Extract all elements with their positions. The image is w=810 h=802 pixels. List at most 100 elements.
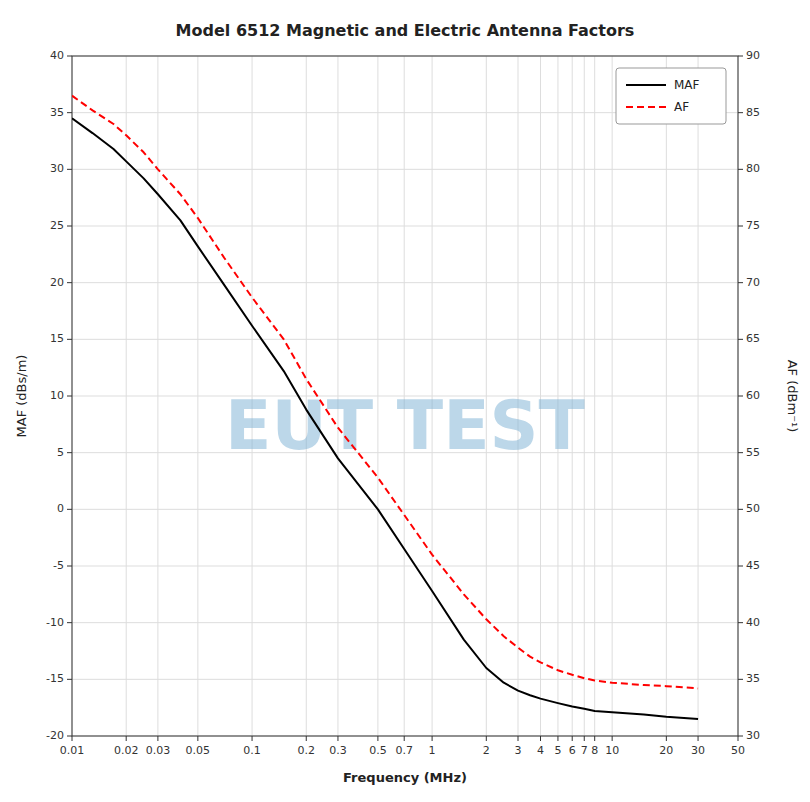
y-tick-label: 15: [50, 332, 64, 345]
chart: EUT TEST0.010.020.030.050.10.20.30.50.71…: [0, 0, 810, 802]
x-tick-label: 0.3: [329, 744, 347, 757]
x-tick-label: 3: [515, 744, 522, 757]
y2-tick: [738, 679, 743, 680]
legend-box: [616, 68, 726, 124]
y-tick-label: 25: [50, 219, 64, 232]
x-tick-label: 50: [731, 744, 745, 757]
y-tick-label: 0: [57, 502, 64, 515]
y-tick: [67, 622, 72, 623]
y-tick-label: 35: [50, 106, 64, 119]
y2-tick-label: 55: [746, 446, 760, 459]
y2-tick: [738, 509, 743, 510]
y2-tick-label: 45: [746, 559, 760, 572]
y2-axis-label: AF (dBm⁻¹): [785, 360, 800, 433]
y-tick-label: -20: [46, 729, 64, 742]
y-grid-line: [72, 622, 738, 623]
x-tick: [594, 736, 595, 741]
y-tick-label: 40: [50, 49, 64, 62]
y2-tick: [738, 396, 743, 397]
y-tick-label: -15: [46, 672, 64, 685]
x-tick-label: 7: [581, 744, 588, 757]
y2-tick-label: 75: [746, 219, 760, 232]
y2-tick: [738, 566, 743, 567]
y2-tick-label: 85: [746, 106, 760, 119]
y2-tick-label: 40: [746, 616, 760, 629]
y-tick: [67, 509, 72, 510]
y2-tick-label: 60: [746, 389, 760, 402]
x-tick: [197, 736, 198, 741]
x-tick-label: 0.5: [369, 744, 387, 757]
x-tick: [432, 736, 433, 741]
y-grid-line: [72, 566, 738, 567]
x-tick: [157, 736, 158, 741]
x-tick-label: 6: [569, 744, 576, 757]
y-grid-line: [72, 509, 738, 510]
series-lines: [72, 96, 698, 719]
y-grid-line: [72, 339, 738, 340]
legend-swatch: [626, 84, 666, 86]
y2-tick-label: 70: [746, 276, 760, 289]
y-axis-label: MAF (dBs/m): [14, 355, 29, 438]
legend-label: MAF: [674, 78, 700, 92]
x-axis: 0.010.020.030.050.10.20.30.50.7123456781…: [60, 736, 745, 785]
y2-tick: [738, 226, 743, 227]
x-tick: [557, 736, 558, 741]
y-tick: [67, 452, 72, 453]
y-tick: [67, 339, 72, 340]
x-tick: [572, 736, 573, 741]
x-tick: [518, 736, 519, 741]
x-tick-label: 0.05: [186, 744, 211, 757]
y-tick-label: 20: [50, 276, 64, 289]
x-tick-label: 30: [691, 744, 705, 757]
x-tick-label: 20: [659, 744, 673, 757]
y-tick: [67, 736, 72, 737]
x-tick-label: 1: [429, 744, 436, 757]
x-tick-label: 0.03: [146, 744, 171, 757]
watermark: EUT TEST: [225, 386, 586, 465]
series-line: [72, 96, 698, 689]
y-grid-line: [72, 282, 738, 283]
x-tick: [738, 736, 739, 741]
y2-tick-label: 90: [746, 49, 760, 62]
y-tick: [67, 566, 72, 567]
x-tick: [612, 736, 613, 741]
y-tick: [67, 112, 72, 113]
x-tick: [306, 736, 307, 741]
y-tick-label: 10: [50, 389, 64, 402]
x-tick: [666, 736, 667, 741]
y2-tick: [738, 452, 743, 453]
y2-tick: [738, 339, 743, 340]
x-axis-label: Frequency (MHz): [343, 770, 467, 785]
y2-tick: [738, 169, 743, 170]
plot-frame: [72, 56, 738, 736]
y2-tick: [738, 622, 743, 623]
y-tick-label: -5: [53, 559, 64, 572]
y-grid-line: [72, 169, 738, 170]
x-tick: [584, 736, 585, 741]
x-tick-label: 10: [605, 744, 619, 757]
y-grid-line: [72, 226, 738, 227]
y-grid-line: [72, 679, 738, 680]
y-tick: [67, 396, 72, 397]
y2-tick-label: 50: [746, 502, 760, 515]
y2-tick-label: 35: [746, 672, 760, 685]
y2-axis: 30354045505560657075808590AF (dBm⁻¹): [738, 49, 800, 742]
x-tick: [72, 736, 73, 741]
x-tick-label: 0.2: [298, 744, 316, 757]
y2-tick-label: 65: [746, 332, 760, 345]
x-tick: [377, 736, 378, 741]
x-tick: [252, 736, 253, 741]
x-tick: [698, 736, 699, 741]
legend: MAF AF: [616, 68, 726, 124]
series-line: [72, 118, 698, 719]
legend-label: AF: [674, 100, 689, 114]
y-tick: [67, 282, 72, 283]
x-tick-label: 5: [554, 744, 561, 757]
y-axis: -20-15-10-50510152025303540MAF (dBs/m): [14, 49, 72, 742]
x-tick-label: 8: [591, 744, 598, 757]
y2-tick-label: 80: [746, 162, 760, 175]
x-tick-label: 0.02: [114, 744, 139, 757]
y-tick: [67, 226, 72, 227]
y2-tick: [738, 736, 743, 737]
x-tick: [404, 736, 405, 741]
